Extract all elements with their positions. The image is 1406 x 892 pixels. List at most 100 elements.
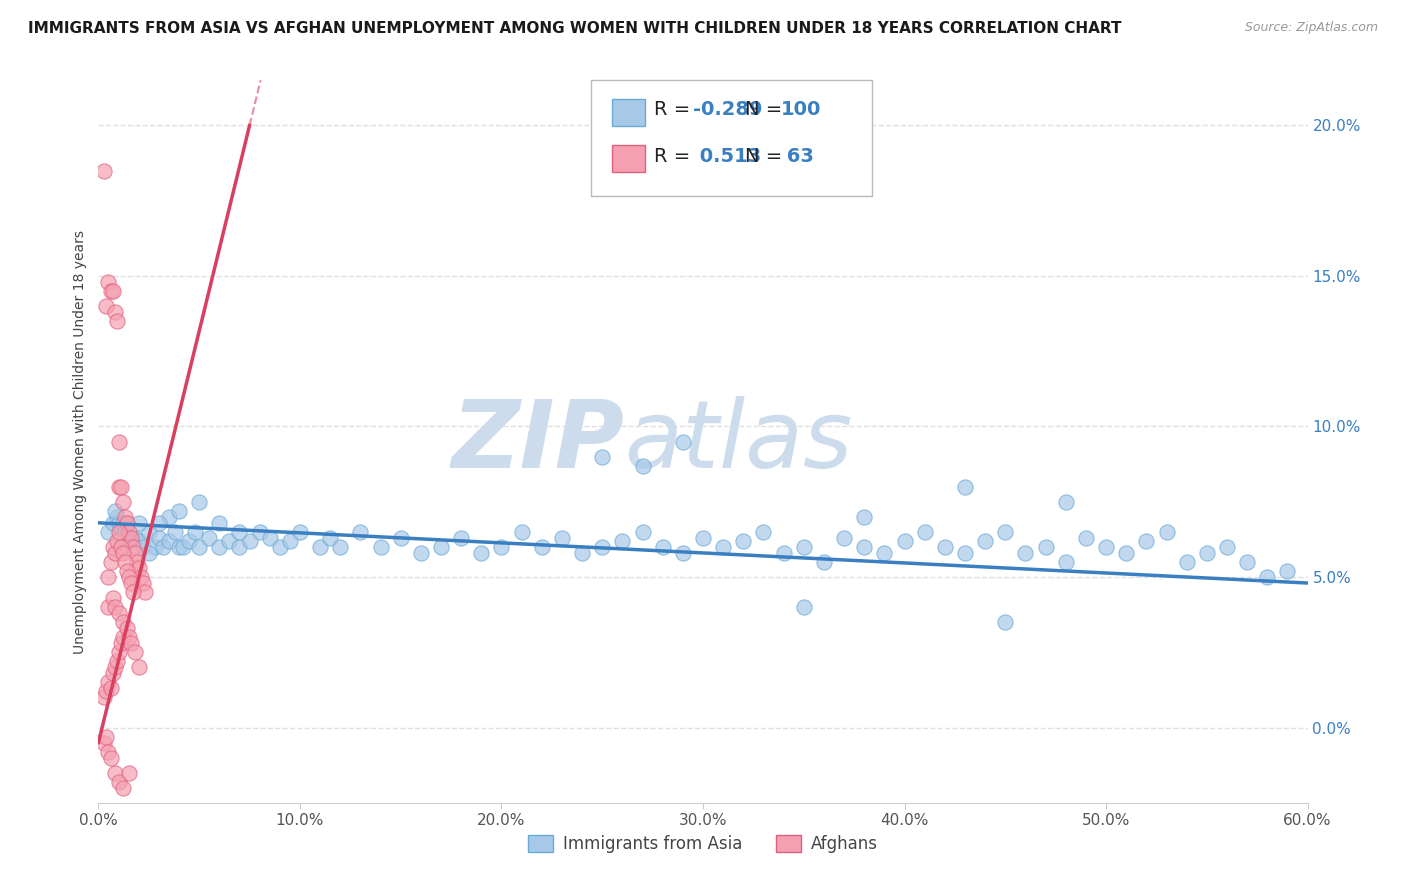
Point: [1256, 570, 1278, 584]
Point: [124, 645, 146, 659]
Point: [167, 504, 190, 518]
Point: [103, 660, 125, 674]
Legend: Immigrants from Asia, Afghans: Immigrants from Asia, Afghans: [522, 828, 884, 860]
Point: [101, 666, 124, 681]
Point: [914, 524, 936, 539]
Point: [430, 540, 453, 554]
Point: [93, 163, 115, 178]
Point: [319, 531, 342, 545]
Point: [953, 480, 976, 494]
Point: [631, 458, 654, 473]
Text: IMMIGRANTS FROM ASIA VS AFGHAN UNEMPLOYMENT AMONG WOMEN WITH CHILDREN UNDER 18 Y: IMMIGRANTS FROM ASIA VS AFGHAN UNEMPLOYM…: [28, 21, 1122, 36]
Point: [120, 636, 142, 650]
Point: [249, 524, 271, 539]
Point: [349, 524, 371, 539]
Point: [994, 524, 1017, 539]
Text: ZIP: ZIP: [451, 395, 624, 488]
Point: [111, 494, 134, 508]
Point: [651, 540, 673, 554]
Point: [128, 516, 150, 530]
Point: [793, 600, 815, 615]
Point: [105, 533, 128, 548]
Point: [107, 434, 129, 449]
Point: [97, 524, 120, 539]
Text: -0.289: -0.289: [693, 100, 762, 120]
Point: [1074, 531, 1097, 545]
Point: [138, 546, 160, 560]
Point: [115, 564, 138, 578]
Point: [111, 615, 134, 630]
Point: [672, 434, 695, 449]
Point: [110, 522, 132, 536]
Point: [1135, 533, 1157, 548]
Point: [118, 630, 141, 644]
Point: [239, 533, 262, 548]
Point: [198, 531, 221, 545]
Point: [873, 546, 896, 560]
Point: [228, 540, 250, 554]
Point: [143, 540, 166, 554]
Point: [128, 660, 150, 674]
Point: [118, 533, 141, 548]
Point: [125, 555, 148, 569]
Point: [631, 524, 654, 539]
Point: [1236, 555, 1258, 569]
Point: [114, 555, 136, 569]
Point: [711, 540, 734, 554]
Point: [752, 524, 775, 539]
Point: [96, 299, 118, 313]
Point: [107, 774, 129, 789]
Point: [124, 531, 146, 545]
Point: [832, 531, 855, 545]
Point: [101, 540, 124, 554]
Point: [115, 621, 138, 635]
Point: [93, 735, 115, 749]
Point: [120, 531, 142, 545]
Point: [110, 636, 132, 650]
Text: Source: ZipAtlas.com: Source: ZipAtlas.com: [1244, 21, 1378, 34]
Point: [288, 524, 311, 539]
Point: [853, 540, 876, 554]
Point: [188, 494, 211, 508]
Point: [120, 576, 142, 591]
Text: 63: 63: [780, 146, 814, 166]
Point: [184, 524, 207, 539]
Point: [97, 570, 120, 584]
Point: [470, 546, 492, 560]
Point: [103, 305, 125, 319]
Point: [551, 531, 574, 545]
Text: 100: 100: [780, 100, 821, 120]
Point: [157, 509, 180, 524]
Point: [530, 540, 553, 554]
Point: [672, 546, 695, 560]
Point: [188, 540, 211, 554]
Text: atlas: atlas: [624, 396, 852, 487]
Point: [105, 654, 128, 668]
Point: [389, 531, 412, 545]
Point: [111, 780, 134, 795]
Point: [128, 561, 150, 575]
Point: [893, 533, 915, 548]
Point: [128, 533, 150, 548]
Point: [409, 546, 432, 560]
Point: [1277, 564, 1299, 578]
Point: [97, 745, 120, 759]
Point: [1216, 540, 1239, 554]
Point: [111, 546, 134, 560]
Point: [510, 524, 533, 539]
Point: [329, 540, 352, 554]
Point: [1156, 524, 1178, 539]
Point: [115, 516, 138, 530]
Point: [100, 284, 122, 298]
Point: [491, 540, 513, 554]
Point: [853, 509, 876, 524]
Point: [152, 540, 174, 554]
Point: [107, 645, 129, 659]
Point: [105, 314, 128, 328]
Point: [172, 540, 194, 554]
Point: [97, 600, 120, 615]
Point: [994, 615, 1017, 630]
Point: [100, 750, 122, 764]
Point: [101, 284, 124, 298]
Point: [148, 531, 170, 545]
